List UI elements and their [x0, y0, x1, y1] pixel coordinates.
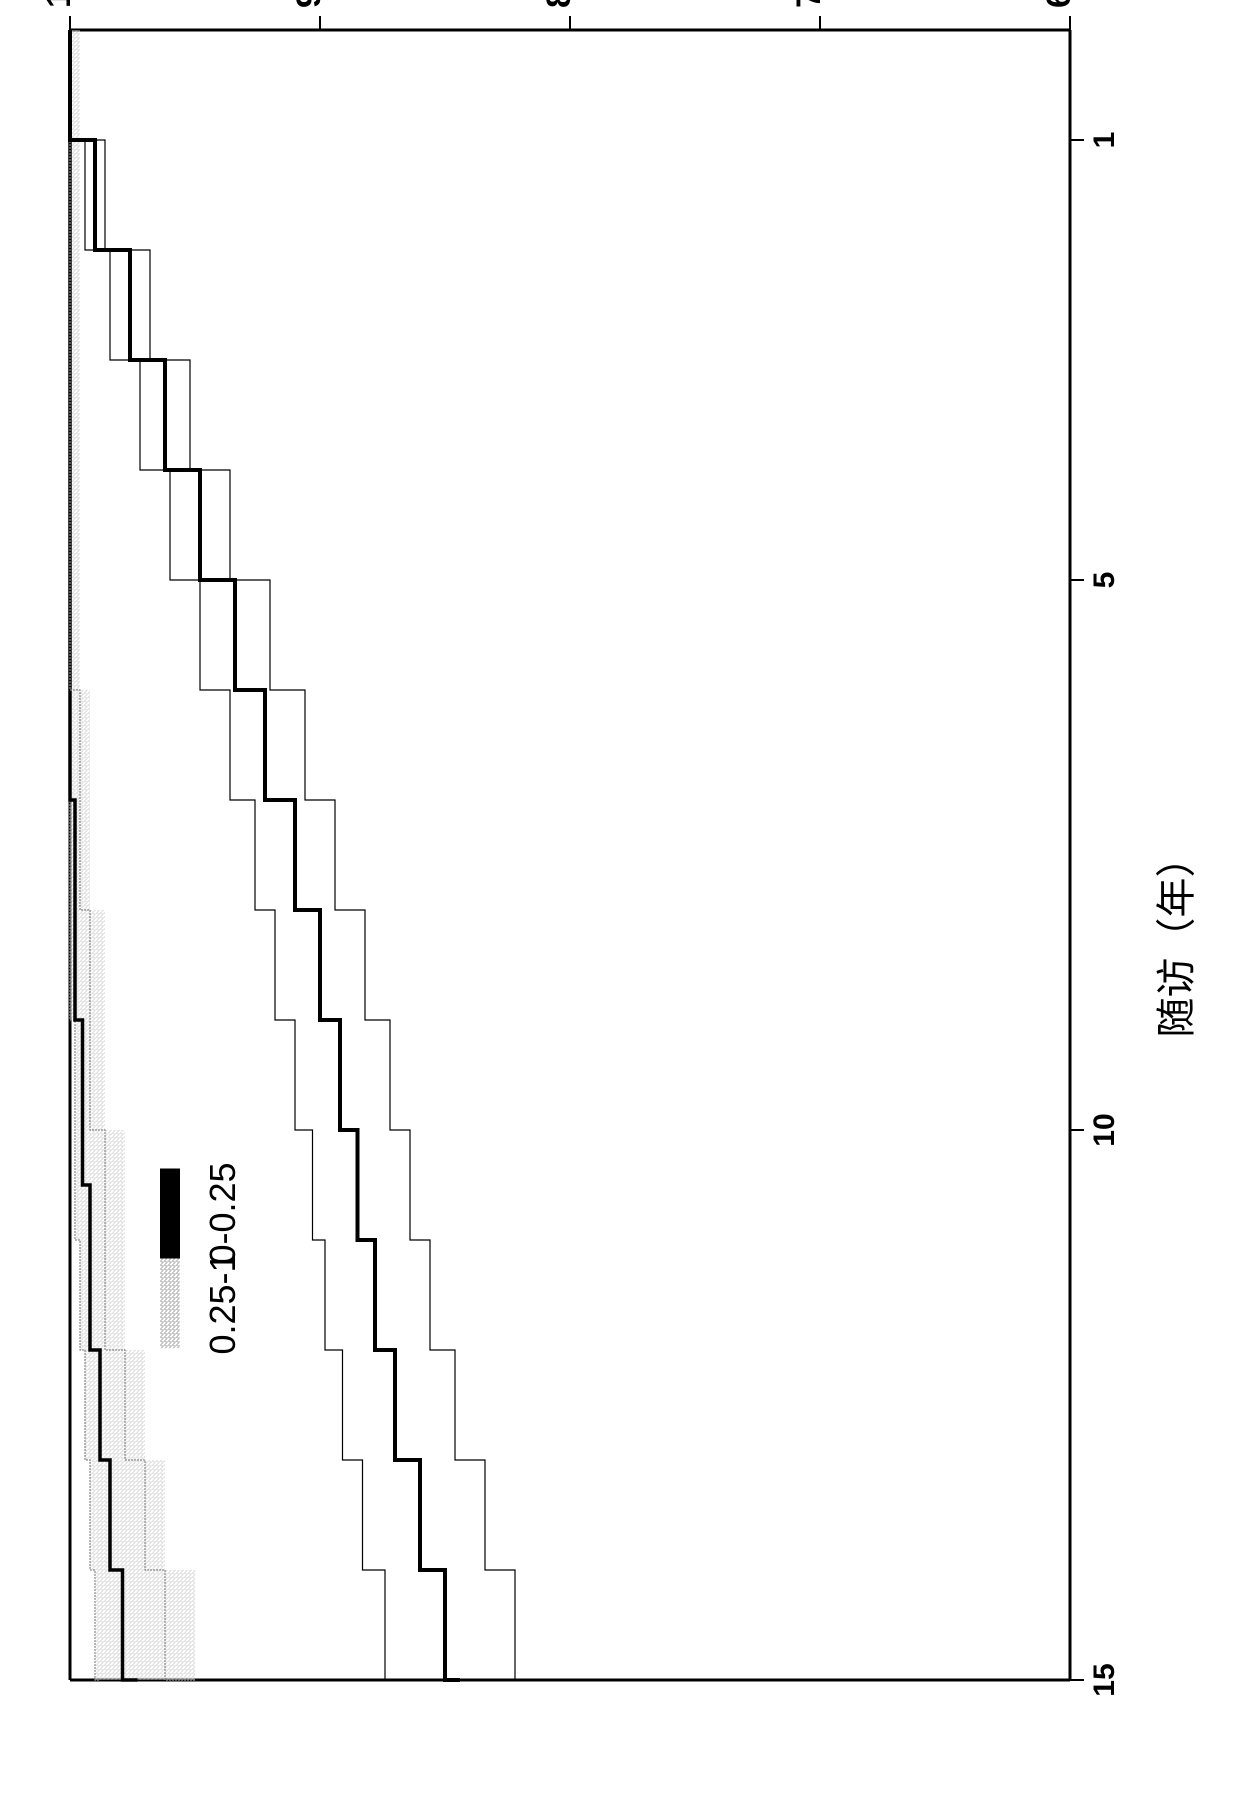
x-tick-label: 5	[1088, 572, 1121, 589]
legend-swatch	[160, 1169, 180, 1259]
y-tick-label: 100%	[40, 0, 78, 8]
x-tick-label: 10	[1088, 1113, 1121, 1146]
legend-label: 0-0.25	[202, 1162, 243, 1264]
y-tick-label: 80%	[540, 0, 578, 8]
y-tick-label: 90%	[290, 0, 328, 8]
survival-chart: 60%70%80%90%100%151015随访（年）0-0.250.25-1	[0, 0, 1240, 1811]
x-tick-label: 15	[1088, 1663, 1121, 1696]
y-tick-label: 70%	[790, 0, 828, 8]
y-tick-label: 60%	[1040, 0, 1078, 8]
legend-label: 0.25-1	[202, 1252, 243, 1354]
legend-swatch	[160, 1259, 180, 1349]
x-tick-label: 1	[1088, 132, 1121, 149]
x-axis-label: 随访（年）	[1155, 838, 1199, 1038]
